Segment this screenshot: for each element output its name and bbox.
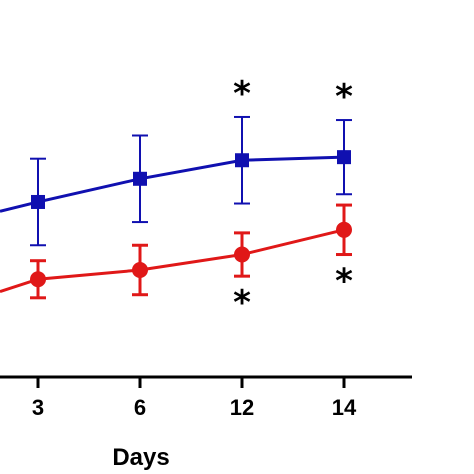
data-point-circle — [336, 221, 352, 238]
series-0: * * — [0, 74, 353, 247]
x-tick-label: 14 — [332, 395, 357, 420]
data-point-square — [235, 153, 249, 168]
data-point-circle — [30, 271, 46, 288]
significance-star: * — [335, 262, 353, 302]
x-axis-ticks: 3 6 12 14 — [32, 377, 357, 420]
series-1: ** — [0, 203, 353, 323]
x-tick-label: 6 — [134, 395, 146, 420]
plot-area: * *** — [0, 74, 353, 323]
x-tick-label: 12 — [230, 395, 254, 420]
data-point-square — [31, 194, 45, 209]
series-line — [0, 155, 345, 213]
data-point-circle — [234, 246, 250, 263]
significance-star: * — [233, 74, 251, 114]
x-axis-title: Days — [112, 444, 169, 471]
significance-star: * — [335, 77, 353, 117]
data-point-square — [337, 150, 351, 165]
data-point-circle — [132, 261, 148, 278]
x-tick-label: 3 — [32, 395, 44, 420]
data-point-square — [133, 171, 147, 186]
series-line — [0, 228, 345, 294]
significance-star: * — [233, 283, 251, 323]
